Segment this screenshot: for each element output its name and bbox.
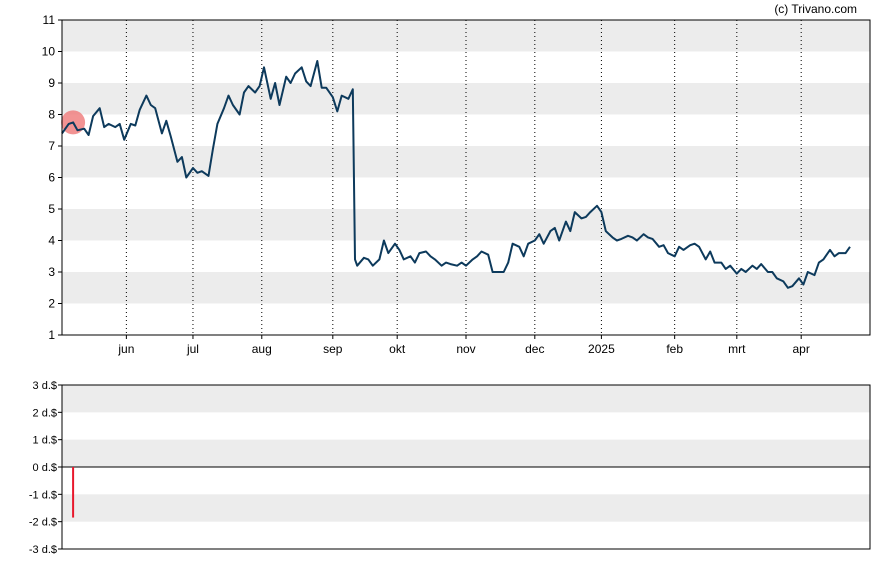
y-tick-label: 0 d.$ xyxy=(33,462,57,474)
plot-frame xyxy=(61,19,871,336)
y-tick-label: 3 xyxy=(48,265,55,279)
y-tick-label: 2 xyxy=(48,297,55,311)
grid-band xyxy=(62,385,870,413)
grid-band xyxy=(62,20,870,52)
x-tick-label: feb xyxy=(666,342,683,356)
y-tick-label: 1 d.$ xyxy=(33,435,57,447)
y-tick-label: 10 xyxy=(42,45,56,59)
y-tick-label: 4 xyxy=(48,234,55,248)
dividend-chart-panel: 3 d.$ 2 d.$ 1 d.$ 0 d.$ -1 d.$ -2 d.$ -3 d.$ xyxy=(29,380,871,556)
x-tick-label: apr xyxy=(793,342,810,356)
y-tick-label: -2 d.$ xyxy=(29,517,57,529)
x-tick-label: sep xyxy=(323,342,343,356)
x-tick-label: nov xyxy=(456,342,475,356)
grid-band xyxy=(62,439,870,467)
plot-frame xyxy=(61,384,871,550)
y-tick-label: 1 xyxy=(48,328,55,342)
grid-band xyxy=(62,494,870,522)
y-tick-label: 5 xyxy=(48,202,55,216)
x-tick-label: jul xyxy=(186,342,199,356)
y-tick-label: 8 xyxy=(48,108,55,122)
price-line xyxy=(61,60,851,289)
y-tick-label: 9 xyxy=(48,76,55,90)
y-tick-label: 11 xyxy=(43,13,56,27)
y-tick-label: 2 d.$ xyxy=(33,407,57,419)
y-tick-label: 7 xyxy=(48,139,55,153)
price-chart-panel: jun jul aug sep okt nov dec 2025 feb mrt apr 1 2 3 4 5 6… xyxy=(42,13,871,356)
credit-label: (c) Trivano.com xyxy=(774,2,857,16)
y-tick-label: 3 d.$ xyxy=(33,380,57,392)
y-tick-label: -1 d.$ xyxy=(29,489,57,501)
grid-band xyxy=(62,83,870,115)
y-tick-label: 6 xyxy=(48,171,55,185)
y-tick-label: -3 d.$ xyxy=(29,544,57,556)
x-tick-label: okt xyxy=(389,342,406,356)
x-tick-label: dec xyxy=(525,342,544,356)
x-tick-label: aug xyxy=(252,342,272,356)
grid-band xyxy=(62,272,870,304)
x-tick-label: 2025 xyxy=(588,342,615,356)
x-tick-label: mrt xyxy=(728,342,746,356)
x-tick-label: jun xyxy=(117,342,134,356)
